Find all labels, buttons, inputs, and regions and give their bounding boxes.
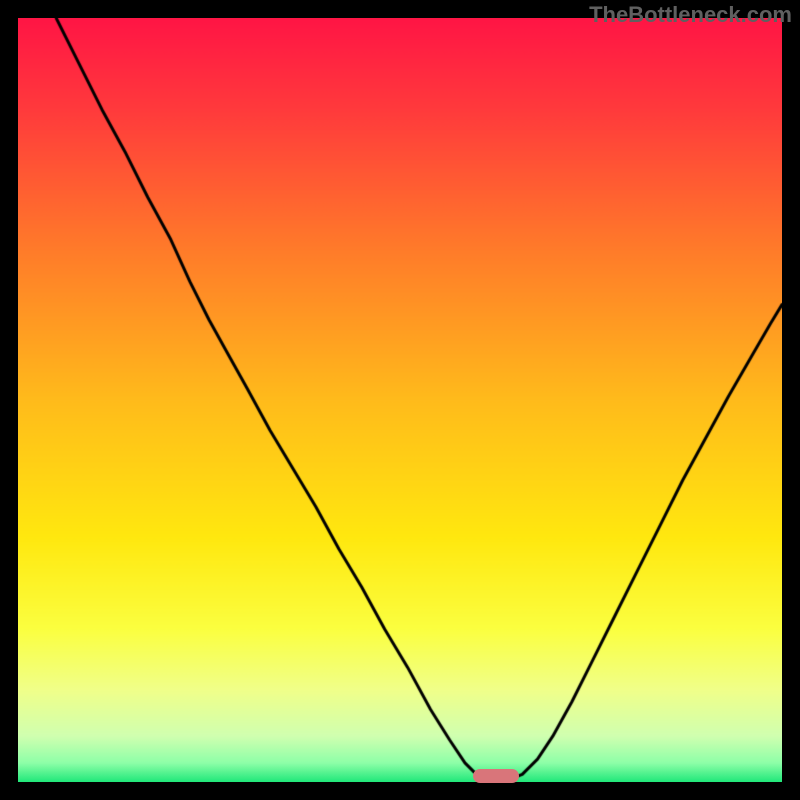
watermark-text: TheBottleneck.com	[589, 2, 792, 28]
optimal-point-marker	[473, 769, 519, 783]
chart-frame: TheBottleneck.com	[0, 0, 800, 800]
bottleneck-curve-plot	[18, 18, 782, 782]
